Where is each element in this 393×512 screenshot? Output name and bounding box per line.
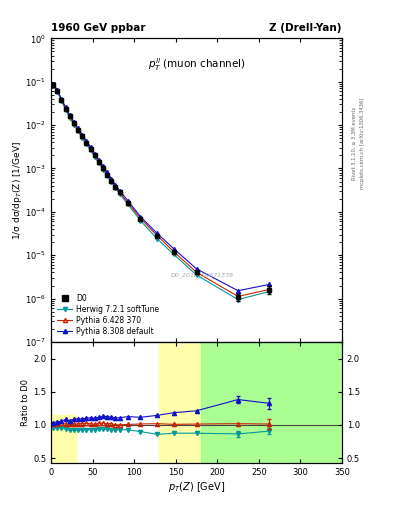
Text: mcplots.cern.ch [arXiv:1306.3436]: mcplots.cern.ch [arXiv:1306.3436] — [360, 98, 365, 189]
Bar — [159, 342, 342, 463]
X-axis label: $p_T(Z)$ [GeV]: $p_T(Z)$ [GeV] — [168, 480, 225, 494]
Bar — [51, 415, 76, 463]
Text: $p_T^{ll}$ (muon channel): $p_T^{ll}$ (muon channel) — [148, 57, 245, 73]
Legend: D0, Herwig 7.2.1 softTune, Pythia 6.428 370, Pythia 8.308 default: D0, Herwig 7.2.1 softTune, Pythia 6.428 … — [55, 292, 162, 338]
Y-axis label: Ratio to D0: Ratio to D0 — [21, 379, 30, 426]
Y-axis label: 1/σ dσ/dp$_T$(Z) [1/GeV]: 1/σ dσ/dp$_T$(Z) [1/GeV] — [11, 141, 24, 240]
Text: 1960 GeV ppbar: 1960 GeV ppbar — [51, 23, 145, 33]
Text: D0_2010_S9671338: D0_2010_S9671338 — [171, 272, 234, 278]
Text: Z (Drell-Yan): Z (Drell-Yan) — [270, 23, 342, 33]
Text: Rivet 3.1.10, ≥ 3.3M events: Rivet 3.1.10, ≥ 3.3M events — [352, 106, 357, 180]
Bar — [201, 342, 342, 463]
